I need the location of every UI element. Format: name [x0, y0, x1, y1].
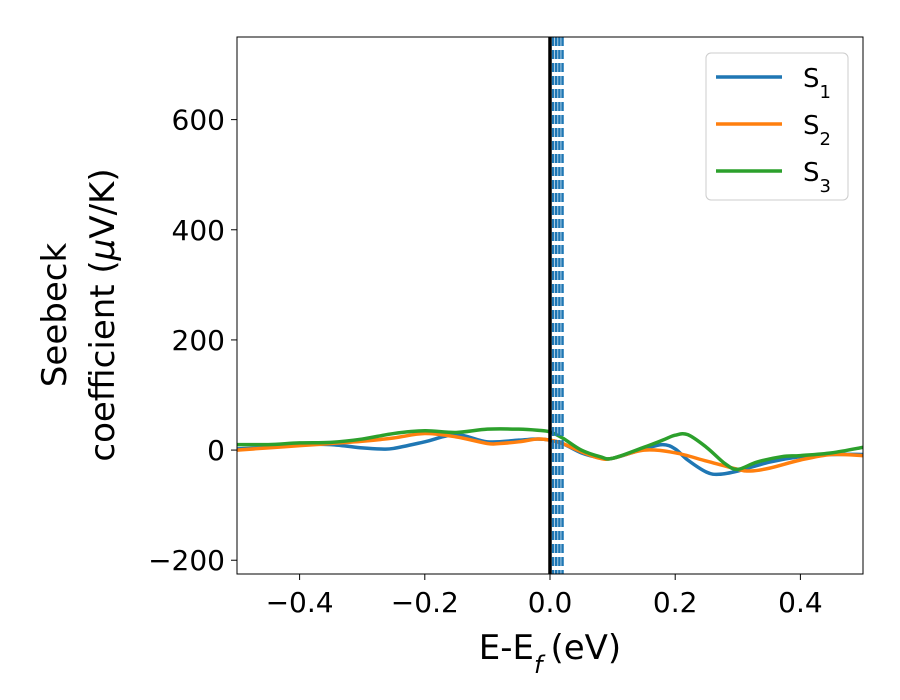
x-axis-title-unit: (eV) — [550, 628, 621, 668]
y-tick-label: 600 — [172, 104, 225, 137]
legend-label-subscript: 3 — [820, 176, 831, 197]
y-tick-label: 200 — [172, 324, 225, 357]
legend-label-main: S — [803, 158, 820, 188]
x-tick-label: 0.4 — [778, 586, 823, 619]
x-tick-label: 0.0 — [528, 586, 573, 619]
y-axis-title-suffix: V/K) — [83, 168, 123, 238]
y-tick-label: −200 — [148, 544, 225, 577]
legend-label-s1: S1 — [803, 64, 831, 103]
x-axis-title-main: E-E — [479, 628, 534, 668]
reference-lines — [548, 37, 564, 574]
y-tick-label: 0 — [207, 434, 225, 467]
x-tick-label: −0.4 — [266, 586, 334, 619]
x-axis-ticks: −0.4 −0.2 0.0 0.2 0.4 — [266, 574, 823, 619]
y-axis-title: Seebeck coefficient (μV/K) — [35, 168, 123, 461]
y-axis-title-line1: Seebeck — [35, 243, 75, 388]
legend-label-s2: S2 — [803, 111, 831, 150]
legend-label-subscript: 2 — [820, 129, 831, 150]
legend-label-main: S — [803, 111, 820, 141]
series-line-s3 — [237, 427, 863, 472]
y-tick-label: 400 — [172, 214, 225, 247]
legend-label-main: S — [803, 64, 820, 94]
x-tick-label: −0.2 — [391, 586, 459, 619]
y-axis-title-prefix: coefficient ( — [83, 260, 123, 461]
legend-label-subscript: 1 — [820, 82, 831, 103]
legend-box — [705, 52, 849, 201]
x-tick-label: 0.2 — [653, 586, 698, 619]
x-axis-title: E-Ef (eV) — [479, 628, 621, 679]
y-axis-ticks: −200 0 200 400 600 — [148, 104, 237, 577]
y-axis-title-mu: μ — [83, 239, 123, 262]
y-axis-title-line2: coefficient (μV/K) — [83, 168, 123, 461]
legend-label-s3: S3 — [803, 158, 831, 197]
